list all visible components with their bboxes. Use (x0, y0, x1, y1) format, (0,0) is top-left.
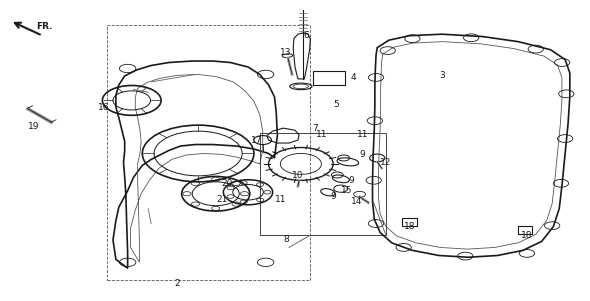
Text: 14: 14 (351, 197, 362, 206)
Text: 9: 9 (360, 150, 365, 160)
Text: 3: 3 (439, 71, 445, 80)
Text: 9: 9 (348, 176, 353, 185)
Text: 6: 6 (304, 31, 310, 40)
Text: 12: 12 (381, 158, 392, 167)
Text: 18: 18 (521, 231, 533, 240)
Text: 21: 21 (216, 195, 227, 204)
Text: 17: 17 (251, 135, 263, 144)
Bar (313, 70, 345, 85)
Text: 15: 15 (341, 186, 352, 195)
Bar (402, 218, 417, 226)
Bar (518, 226, 532, 234)
Text: 16: 16 (99, 103, 110, 112)
Text: 18: 18 (404, 222, 415, 231)
Text: 7: 7 (313, 124, 319, 133)
Text: 5: 5 (333, 100, 339, 109)
Text: 2: 2 (175, 279, 181, 288)
Text: 20: 20 (222, 179, 233, 188)
Text: 4: 4 (351, 73, 356, 82)
Text: 11: 11 (316, 130, 327, 138)
Text: 13: 13 (280, 48, 292, 57)
Text: 11: 11 (357, 130, 368, 138)
Bar (107, 25, 310, 280)
Text: 9: 9 (330, 192, 336, 201)
Bar (260, 133, 386, 235)
Text: 11: 11 (274, 195, 286, 204)
Text: 10: 10 (292, 171, 304, 180)
Text: 19: 19 (28, 122, 40, 131)
Text: 8: 8 (283, 235, 289, 244)
Text: FR.: FR. (37, 22, 53, 31)
